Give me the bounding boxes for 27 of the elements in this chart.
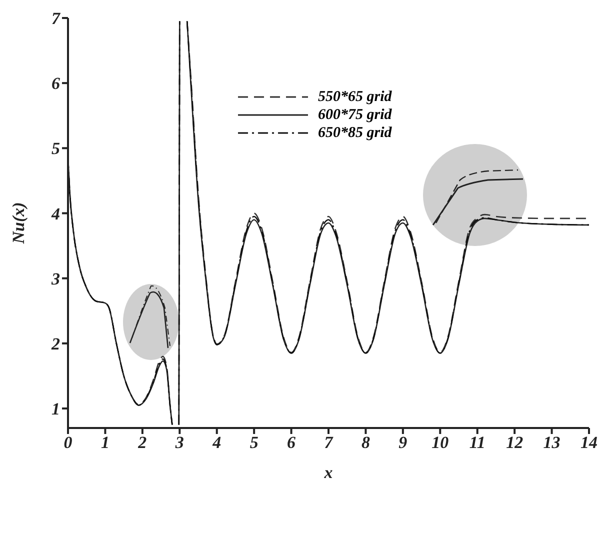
x-tick-label: 8 (361, 433, 370, 452)
x-tick-label: 9 (398, 433, 408, 452)
x-tick-label: 6 (287, 433, 296, 452)
x-tick-label: 7 (324, 433, 334, 452)
legend-label: 600*75 grid (318, 106, 392, 124)
y-tick-label: 7 (52, 9, 62, 28)
x-tick-label: 13 (543, 433, 561, 452)
y-tick-label: 6 (52, 74, 60, 94)
y-tick-label: 3 (50, 269, 60, 288)
x-tick-label: 10 (432, 433, 450, 452)
x-tick-label: 2 (137, 433, 148, 452)
y-tick-label: 2 (50, 334, 60, 354)
x-tick-label: 12 (506, 433, 524, 452)
x-tick-label: 4 (212, 433, 222, 452)
y-tick-label: 1 (52, 400, 60, 419)
x-tick-label: 0 (64, 433, 73, 452)
x-tick-label: 5 (250, 433, 259, 452)
legend-label: 650*85 grid (318, 124, 392, 142)
x-tick-label: 14 (580, 433, 598, 452)
legend-label: 550*65 grid (318, 88, 392, 106)
x-tick-label: 3 (174, 433, 184, 452)
y-tick-label: 5 (52, 139, 60, 158)
x-tick-label: 1 (100, 433, 110, 452)
x-tick-label: 11 (469, 433, 486, 452)
y-axis-title: Nu(x) (9, 202, 28, 245)
y-tick-label: 4 (50, 204, 60, 224)
x-axis-title: x (323, 463, 334, 482)
